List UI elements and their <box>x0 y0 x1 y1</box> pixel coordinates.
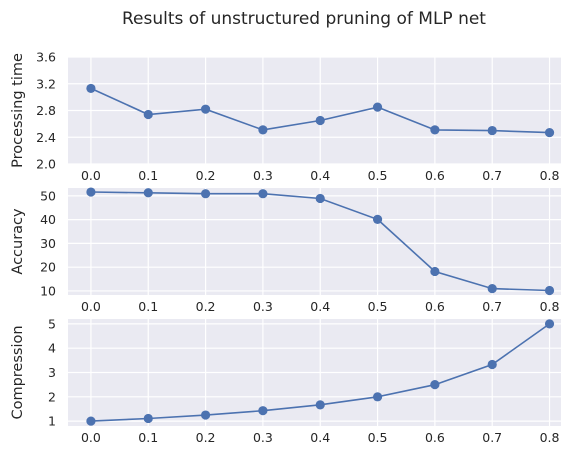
x-tick-label-accuracy: 0.3 <box>253 299 273 314</box>
data-point-accuracy <box>143 188 153 198</box>
y-tick-label-accuracy: 10 <box>40 283 56 298</box>
x-tick-label-accuracy: 0.0 <box>81 299 101 314</box>
data-point-processing-time <box>315 115 325 126</box>
data-point-processing-time <box>86 83 96 94</box>
data-point-compression <box>143 413 153 424</box>
subplot-compression: 1 2 3 4 5 0.0 0.1 0.2 0.3 0.4 0.5 0.6 0.7 0.8 Compress… <box>10 316 561 445</box>
data-point-processing-time <box>143 109 153 120</box>
x-tick-label-processing-time: 0.4 <box>310 168 330 183</box>
subplot-processing-time: 2.0 2.4 2.8 3.2 3.6 0.0 0.1 0.2 0.3 0.4 0.5 0.6 0.7 0… <box>10 50 561 183</box>
y-tick-label-compression: 3 <box>48 365 56 380</box>
data-point-compression <box>315 400 325 410</box>
x-tick-label-accuracy: 0.8 <box>540 299 560 314</box>
y-tick-label-compression: 5 <box>48 316 56 331</box>
y-axis-label-processing-time: Processing time <box>10 53 26 168</box>
y-axis-label-compression: Compression <box>10 325 26 419</box>
x-tick-label-accuracy: 0.2 <box>196 299 216 314</box>
data-point-processing-time <box>200 104 211 114</box>
subplots: 2.0 2.4 2.8 3.2 3.6 0.0 0.1 0.2 0.3 0.4 0.5 0.6 0.7 0… <box>10 50 561 445</box>
y-tick-label-compression: 1 <box>48 414 56 429</box>
x-tick-label-processing-time: 0.7 <box>482 168 502 183</box>
x-tick-label-compression: 0.6 <box>425 430 445 445</box>
data-point-compression <box>372 392 383 402</box>
x-tick-label-processing-time: 0.3 <box>253 168 273 183</box>
y-tick-label-processing-time: 2.0 <box>36 157 56 172</box>
data-point-processing-time <box>487 125 497 136</box>
x-tick-label-accuracy: 0.1 <box>138 299 158 314</box>
y-tick-label-processing-time: 3.6 <box>36 50 56 65</box>
data-point-accuracy <box>258 189 268 199</box>
x-tick-label-processing-time: 0.1 <box>138 168 158 183</box>
y-tick-label-accuracy: 20 <box>40 260 56 275</box>
data-point-accuracy <box>86 187 96 197</box>
x-tick-label-compression: 0.3 <box>253 430 273 445</box>
figure-title: Results of unstructured pruning of MLP n… <box>122 9 486 29</box>
x-tick-label-processing-time: 0.8 <box>540 168 560 183</box>
data-point-compression <box>544 319 555 329</box>
y-tick-label-accuracy: 40 <box>40 212 56 227</box>
y-tick-label-accuracy: 30 <box>40 236 56 251</box>
data-point-compression <box>200 410 211 420</box>
data-point-processing-time <box>258 125 268 135</box>
y-tick-label-compression: 4 <box>48 341 56 356</box>
data-point-processing-time <box>430 125 440 135</box>
data-point-accuracy <box>487 283 497 294</box>
y-tick-label-processing-time: 2.8 <box>36 103 56 118</box>
y-tick-label-processing-time: 3.2 <box>36 76 56 91</box>
data-point-compression <box>430 380 440 390</box>
x-tick-label-accuracy: 0.4 <box>310 299 330 314</box>
data-point-accuracy <box>200 189 211 199</box>
x-tick-label-compression: 0.8 <box>540 430 560 445</box>
data-point-accuracy <box>544 285 555 296</box>
data-point-accuracy <box>372 214 383 224</box>
x-tick-label-compression: 0.2 <box>196 430 216 445</box>
x-tick-label-compression: 0.5 <box>368 430 388 445</box>
x-tick-label-compression: 0.0 <box>81 430 101 445</box>
x-tick-label-processing-time: 0.0 <box>81 168 101 183</box>
subplot-accuracy: 10 20 30 40 50 0.0 0.1 0.2 0.3 0.4 0.5 0.6 0.7 0.8 Acc… <box>10 187 561 314</box>
data-point-compression <box>86 416 96 426</box>
x-tick-label-compression: 0.1 <box>138 430 158 445</box>
data-point-processing-time <box>544 127 555 138</box>
x-tick-label-accuracy: 0.5 <box>368 299 388 314</box>
x-tick-label-compression: 0.4 <box>310 430 330 445</box>
y-tick-label-compression: 2 <box>48 389 56 404</box>
data-point-compression <box>258 406 268 416</box>
x-tick-label-processing-time: 0.2 <box>196 168 216 183</box>
x-tick-label-accuracy: 0.7 <box>482 299 502 314</box>
x-tick-label-accuracy: 0.6 <box>425 299 445 314</box>
plot-area-accuracy <box>68 188 561 295</box>
y-tick-label-processing-time: 2.4 <box>36 130 56 145</box>
data-point-processing-time <box>372 102 383 112</box>
x-tick-label-processing-time: 0.6 <box>425 168 445 183</box>
data-point-compression <box>487 359 497 370</box>
y-tick-label-accuracy: 50 <box>40 188 56 203</box>
x-tick-label-processing-time: 0.5 <box>368 168 388 183</box>
x-tick-label-compression: 0.7 <box>482 430 502 445</box>
data-point-accuracy <box>430 266 440 277</box>
data-point-accuracy <box>315 193 325 204</box>
y-axis-label-accuracy: Accuracy <box>10 208 26 275</box>
